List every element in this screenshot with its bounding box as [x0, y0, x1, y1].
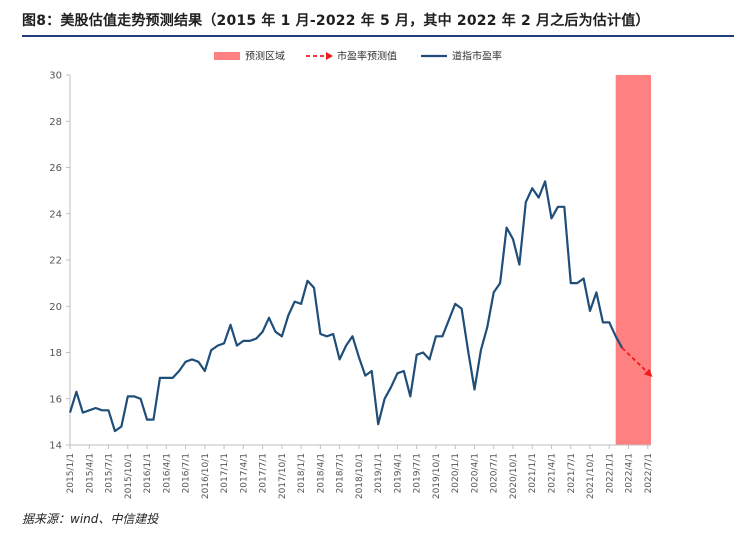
- title-rule: [22, 35, 734, 37]
- x-tick-label: 2016/10/1: [201, 453, 211, 499]
- x-tick-label: 2016/4/1: [162, 453, 172, 493]
- x-tick-label: 2018/4/1: [316, 453, 326, 493]
- legend: 预测区域 市盈率预测值 道指市盈率: [214, 50, 502, 63]
- x-tick-label: 2015/1/1: [66, 453, 76, 493]
- legend-arrow-icon: [326, 52, 333, 60]
- x-tick-label: 2017/10/1: [278, 453, 288, 499]
- x-tick-label: 2020/7/1: [490, 453, 500, 493]
- x-tick-label: 2019/10/1: [432, 453, 442, 499]
- legend-item: 道指市盈率: [421, 50, 502, 63]
- y-tick-label: 26: [49, 163, 62, 174]
- x-tick-label: 2017/1/1: [220, 453, 230, 493]
- legend-item: 预测区域: [214, 50, 285, 63]
- legend-label: 预测区域: [245, 50, 285, 63]
- x-tick-label: 2016/1/1: [143, 453, 153, 493]
- x-tick-label: 2017/4/1: [239, 453, 249, 493]
- x-tick-label: 2018/7/1: [336, 453, 346, 493]
- x-tick-label: 2018/10/1: [355, 453, 365, 499]
- x-tick-label: 2021/1/1: [528, 453, 538, 493]
- x-tick-label: 2021/4/1: [547, 453, 557, 493]
- source-note: 据来源：wind、中信建投: [22, 512, 159, 526]
- x-tick-label: 2022/1/1: [605, 453, 615, 493]
- y-tick-label: 22: [49, 256, 62, 267]
- x-tick-label: 2017/7/1: [259, 453, 269, 493]
- x-tick-label: 2015/7/1: [105, 453, 115, 493]
- forecast-region: [615, 75, 651, 445]
- y-tick-label: 28: [49, 117, 62, 128]
- x-tick-label: 2022/7/1: [644, 453, 654, 493]
- legend-swatch-region: [214, 52, 240, 60]
- legend-item: 市盈率预测值: [306, 50, 397, 63]
- series-line-pe: [68, 180, 624, 433]
- y-tick-label: 20: [49, 302, 62, 313]
- x-tick-label: 2015/4/1: [85, 453, 95, 493]
- y-tick-label: 14: [49, 441, 62, 452]
- y-tick-label: 18: [49, 348, 62, 359]
- legend-label: 市盈率预测值: [337, 50, 397, 63]
- legend-label: 道指市盈率: [452, 50, 502, 63]
- x-tick-label: 2022/4/1: [625, 453, 635, 493]
- x-tick-label: 2020/4/1: [470, 453, 480, 493]
- x-tick-label: 2020/1/1: [451, 453, 461, 493]
- x-tick-label: 2018/1/1: [297, 453, 307, 493]
- y-tick-label: 24: [49, 209, 62, 220]
- x-tick-label: 2020/10/1: [509, 453, 519, 499]
- x-tick-label: 2019/4/1: [393, 453, 403, 493]
- x-tick-label: 2021/7/1: [567, 453, 577, 493]
- x-tick-label: 2019/7/1: [413, 453, 423, 493]
- chart-title: 图8：美股估值走势预测结果（2015 年 1 月-2022 年 5 月，其中 2…: [22, 13, 650, 29]
- x-tick-label: 2021/10/1: [586, 453, 596, 499]
- x-tick-label: 2016/7/1: [182, 453, 192, 493]
- x-tick-label: 2019/1/1: [374, 453, 384, 493]
- y-tick-label: 16: [49, 394, 62, 405]
- x-tick-label: 2015/10/1: [124, 453, 134, 499]
- y-tick-label: 30: [49, 71, 62, 82]
